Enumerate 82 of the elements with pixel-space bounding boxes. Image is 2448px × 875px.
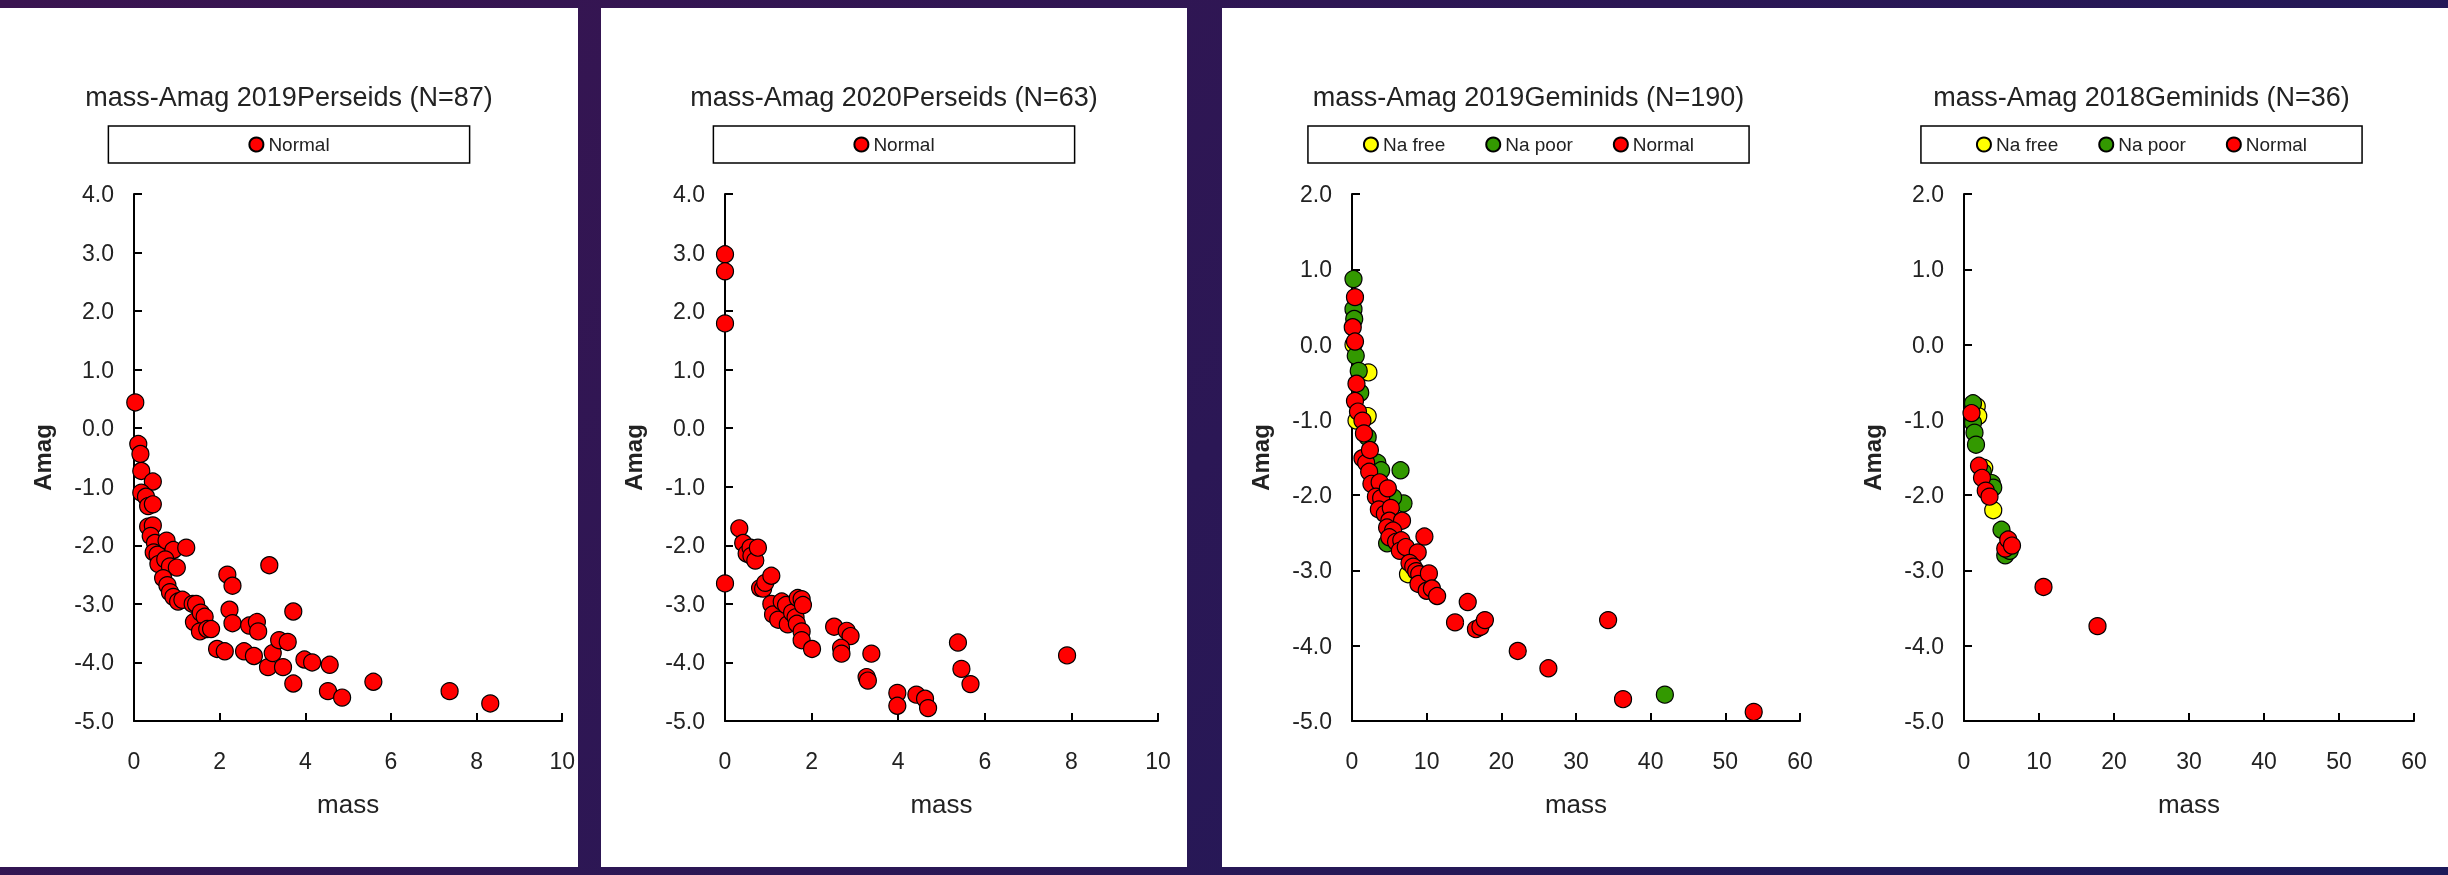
y-tick-label: -4.0 [665,649,705,676]
y-tick-label: 4.0 [82,181,114,207]
x-tick-label: 30 [1563,747,1589,774]
x-tick-label: 40 [1637,747,1664,774]
legend-label: Na poor [2118,134,2187,155]
chart-title: mass-Amag 2019Geminids (N=190) [1312,81,1745,112]
x-tick-label: 10 [2026,747,2052,774]
x-tick-label: 40 [2251,747,2277,774]
y-tick-label: 0.0 [1912,331,1944,358]
y-tick-label: -1.0 [1292,406,1332,433]
x-tick-label: 6 [384,747,398,774]
y-tick-label: -5.0 [665,708,705,734]
y-tick-label: -3.0 [1904,557,1944,584]
y-tick-label: -5.0 [74,708,114,734]
y-tick-label: -2.0 [1292,482,1332,509]
y-axis-title: Amag [1246,424,1274,491]
x-axis-title: mass [2157,789,2221,819]
y-tick-label: -2.0 [74,532,114,559]
y-tick-label: 0.0 [1300,331,1332,358]
y-axis-title: Amag [1858,424,1886,491]
y-tick-label: -3.0 [1292,557,1332,584]
x-tick-label: 8 [470,747,483,774]
y-tick-label: 3.0 [673,239,705,266]
x-tick-label: 60 [2401,747,2427,774]
y-tick-label: -2.0 [665,532,705,559]
x-axis-title: mass [1544,789,1608,819]
x-tick-label: 50 [2326,747,2352,774]
x-tick-label: 2 [213,747,227,774]
chart-title: mass-Amag 2019Perseids (N=87) [85,81,493,112]
y-tick-label: 2.0 [1300,181,1332,207]
y-tick-label: -4.0 [1904,632,1944,659]
y-tick-label: -3.0 [74,590,114,617]
legend-label: Na free [1995,134,2059,155]
x-tick-label: 4 [891,747,905,774]
y-tick-label: 3.0 [82,239,114,266]
x-tick-label: 60 [1787,747,1813,774]
y-tick-label: 1.0 [673,356,705,383]
x-tick-label: 4 [298,747,312,774]
y-tick-label: 0.0 [82,415,114,442]
legend-label: Na poor [1505,134,1574,155]
x-axis-title: mass [910,789,973,819]
x-tick-label: 0 [1345,747,1359,774]
y-tick-label: -1.0 [665,473,705,500]
y-tick-label: 2.0 [1912,181,1944,207]
y-tick-label: 1.0 [1300,256,1332,283]
y-tick-label: 0.0 [673,415,705,442]
y-tick-label: -1.0 [1904,406,1944,433]
x-tick-label: 20 [1488,747,1515,774]
x-tick-label: 30 [2176,747,2202,774]
y-tick-label: -1.0 [74,473,114,500]
y-tick-label: -5.0 [1292,708,1332,734]
x-tick-label: 10 [549,747,576,774]
y-axis-title: Amag [28,424,56,491]
x-tick-label: 0 [1957,747,1971,774]
x-tick-label: 2 [805,747,818,774]
legend-label: Normal [2245,134,2308,155]
y-axis-title: Amag [619,424,647,491]
x-tick-label: 10 [1413,747,1440,774]
x-tick-label: 50 [1712,747,1739,774]
y-tick-label: -5.0 [1904,708,1944,734]
y-tick-label: -3.0 [665,590,705,617]
x-tick-label: 8 [1065,747,1078,774]
chart-title: mass-Amag 2018Geminids (N=36) [1933,81,2350,112]
chart-title: mass-Amag 2020Perseids (N=63) [690,81,1098,112]
legend-label: Normal [873,134,935,155]
x-tick-label: 20 [2101,747,2127,774]
legend-label: Na free [1382,134,1446,155]
x-axis-title: mass [317,789,380,819]
x-tick-label: 10 [1145,747,1171,774]
y-tick-label: 2.0 [82,298,114,325]
y-tick-label: 2.0 [673,298,705,325]
y-tick-label: 4.0 [673,181,705,207]
y-tick-label: -4.0 [74,649,114,676]
y-tick-label: -4.0 [1292,632,1332,659]
y-tick-label: 1.0 [82,356,114,383]
x-tick-label: 6 [978,747,992,774]
legend-label: Normal [1632,134,1695,155]
y-tick-label: -2.0 [1904,482,1944,509]
x-tick-label: 0 [718,747,732,774]
y-tick-label: 1.0 [1912,256,1944,283]
legend-label: Normal [268,134,330,155]
x-tick-label: 0 [127,747,141,774]
